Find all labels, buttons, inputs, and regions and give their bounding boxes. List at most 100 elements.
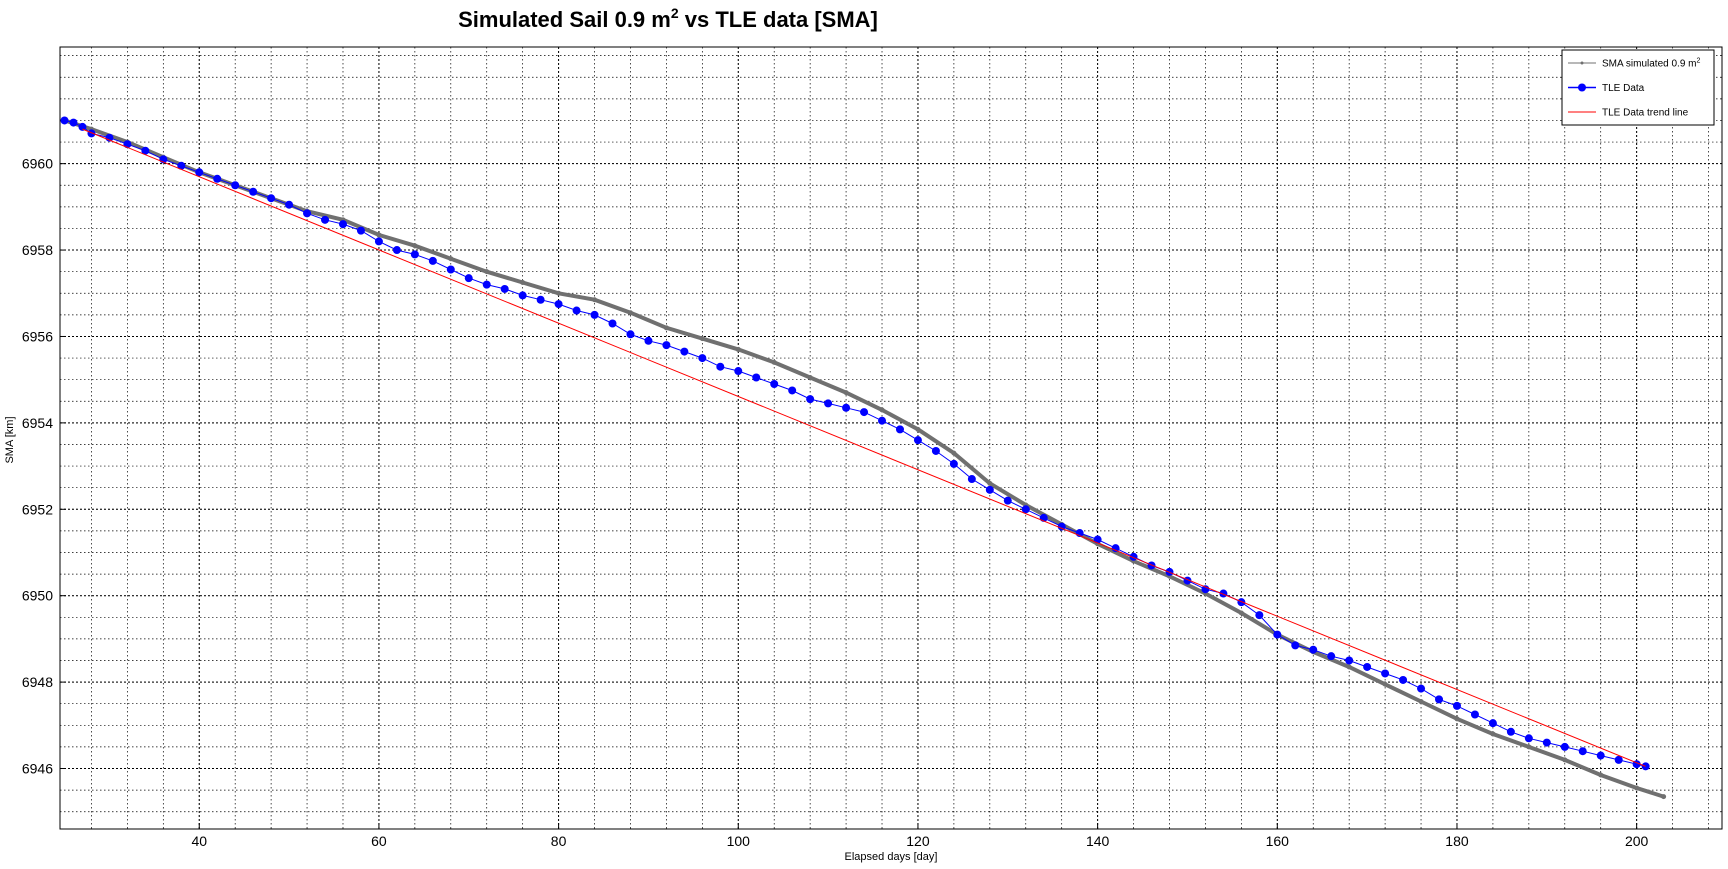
y-tick-label: 6956 <box>22 328 53 344</box>
tle-data-point <box>410 250 419 259</box>
tle-data-point <box>931 446 940 455</box>
sim-data-point <box>735 346 741 352</box>
sim-data-point <box>807 375 813 381</box>
y-tick-label: 6950 <box>22 588 53 604</box>
sim-data-point <box>376 232 382 238</box>
tle-data-point <box>536 295 545 304</box>
tle-data-point <box>213 174 222 183</box>
x-tick-label: 120 <box>906 833 930 849</box>
tle-data-point <box>554 300 563 309</box>
sim-data-point <box>1634 785 1640 791</box>
x-tick-label: 160 <box>1266 833 1290 849</box>
sim-data-point <box>1598 772 1604 778</box>
x-tick-label: 200 <box>1625 833 1649 849</box>
y-tick-label: 6952 <box>22 501 53 517</box>
sim-data-point <box>987 480 993 486</box>
tle-data-point <box>716 362 725 371</box>
legend-label: TLE Data <box>1602 83 1645 94</box>
tle-data-point <box>985 485 994 494</box>
tle-data-point <box>60 116 69 125</box>
tle-data-point <box>770 379 779 388</box>
sim-data-point <box>951 450 957 456</box>
tle-data-point <box>356 226 365 235</box>
tle-data-point <box>1417 684 1426 693</box>
tle-data-point <box>1470 710 1479 719</box>
x-tick-label: 80 <box>551 833 567 849</box>
sim-data-point <box>592 297 598 303</box>
x-tick-label: 180 <box>1445 833 1469 849</box>
sim-data-point <box>448 256 454 262</box>
sim-data-point <box>1418 699 1424 705</box>
tle-data-point <box>806 395 815 404</box>
tle-data-point <box>1452 701 1461 710</box>
tle-data-point <box>1291 641 1300 650</box>
tle-data-point <box>374 237 383 246</box>
tle-data-point <box>1381 669 1390 678</box>
tle-data-point <box>177 161 186 170</box>
tle-data-point <box>249 187 258 196</box>
tle-data-point <box>860 408 869 417</box>
tle-data-point <box>895 425 904 434</box>
tle-data-point <box>1237 598 1246 607</box>
sim-data-point <box>1238 610 1244 616</box>
sim-data-point <box>879 407 885 413</box>
tle-data-point <box>824 399 833 408</box>
tle-data-point <box>500 284 509 293</box>
tle-data-point <box>69 118 78 127</box>
legend-swatch-marker <box>1578 83 1586 92</box>
tle-data-point <box>1578 747 1587 756</box>
sim-data-point <box>771 359 777 365</box>
tle-data-point <box>1542 738 1551 747</box>
tle-data-point <box>1560 742 1569 751</box>
sim-data-point <box>1562 757 1568 763</box>
sim-data-point <box>1661 794 1667 800</box>
y-tick-label: 6948 <box>22 674 53 690</box>
series-line-0 <box>63 118 1665 799</box>
sim-data-point <box>520 279 526 285</box>
sim-data-point <box>1490 731 1496 737</box>
y-tick-label: 6958 <box>22 242 53 258</box>
tle-data-point <box>1309 645 1318 654</box>
tle-data-point <box>1524 734 1533 743</box>
tle-data-point <box>1345 656 1354 665</box>
sim-data-point <box>1526 744 1532 750</box>
tle-data-point <box>1614 755 1623 764</box>
tle-data-point <box>967 475 976 484</box>
sim-data-point <box>915 426 921 432</box>
sim-data-point <box>663 325 669 331</box>
x-tick-label: 100 <box>727 833 751 849</box>
tle-data-point <box>303 209 312 218</box>
legend-label: TLE Data trend line <box>1602 108 1689 119</box>
y-tick-label: 6960 <box>22 156 53 172</box>
tle-data-point <box>1363 662 1372 671</box>
tle-data-point <box>1399 675 1408 684</box>
tle-data-point <box>788 386 797 395</box>
tle-data-point <box>338 220 347 229</box>
tle-data-point <box>1435 695 1444 704</box>
tle-data-point <box>842 403 851 412</box>
axes-frame <box>59 46 1723 830</box>
chart-title-main: Simulated Sail 0.9 m <box>458 7 671 32</box>
x-axis-label: Elapsed days [day] <box>845 851 938 863</box>
tle-data-point <box>285 200 294 209</box>
tle-data-point <box>392 246 401 255</box>
tle-data-point <box>428 256 437 265</box>
tle-data-point <box>644 336 653 345</box>
x-tick-label: 140 <box>1086 833 1110 849</box>
y-axis-label: SMA [km] <box>4 416 16 463</box>
tle-data-point <box>662 341 671 350</box>
tle-data-point <box>626 330 635 339</box>
tle-data-point <box>1327 652 1336 661</box>
tle-data-point <box>949 459 958 468</box>
legend-label: SMA simulated 0.9 m2 <box>1602 58 1700 70</box>
sim-data-point <box>1382 681 1388 687</box>
tle-data-point <box>608 319 617 328</box>
sim-data-point <box>1454 716 1460 722</box>
plot-area: 40 60 80 100 120 140 160 180 200 6946 6948 6950 6952… <box>22 46 1723 849</box>
legend: SMA simulated 0.9 m2 TLE Data TLE Data tre… <box>1561 49 1715 126</box>
legend-swatch-marker <box>1580 61 1584 65</box>
tle-data-point <box>698 354 707 363</box>
tle-data-point <box>1273 630 1282 639</box>
chart-title: Simulated Sail 0.9 m2 vs TLE data [SMA] <box>458 5 878 32</box>
